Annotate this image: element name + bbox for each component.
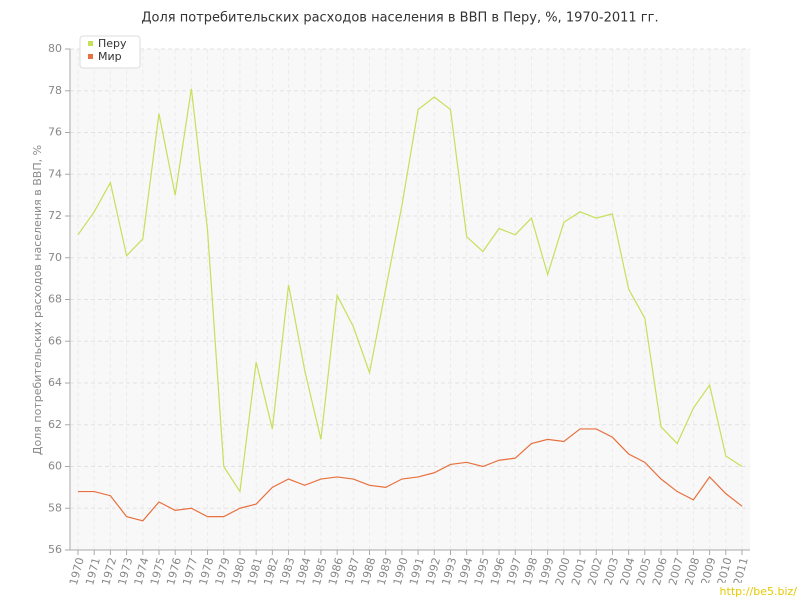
y-tick-label: 60 (48, 460, 62, 473)
y-tick-label: 78 (48, 84, 62, 97)
y-tick-label: 66 (48, 334, 62, 347)
y-tick-label: 58 (48, 501, 62, 514)
chart-title: Доля потребительских расходов населения … (141, 11, 658, 26)
y-tick-label: 74 (48, 167, 62, 180)
y-axis-label: Доля потребительских расходов населения … (31, 145, 44, 455)
legend-swatch (88, 54, 93, 59)
series-line (77, 88, 743, 494)
y-tick-label: 80 (48, 42, 62, 55)
series-line (78, 428, 743, 522)
y-tick-label: 64 (48, 376, 62, 389)
y-tick-label: 72 (48, 209, 62, 222)
legend-box (79, 35, 141, 69)
y-tick-label: 76 (48, 126, 62, 139)
y-tick-label: 68 (48, 293, 62, 306)
legend-label: Мир (98, 50, 122, 63)
watermark: http://be5.biz/ (720, 585, 798, 598)
legend-label: Перу (98, 37, 127, 50)
legend-swatch (88, 41, 93, 46)
watermark-bg (700, 583, 800, 600)
y-tick-label: 62 (48, 418, 62, 431)
y-tick-label: 70 (48, 251, 62, 264)
y-tick-label: 56 (48, 543, 62, 556)
